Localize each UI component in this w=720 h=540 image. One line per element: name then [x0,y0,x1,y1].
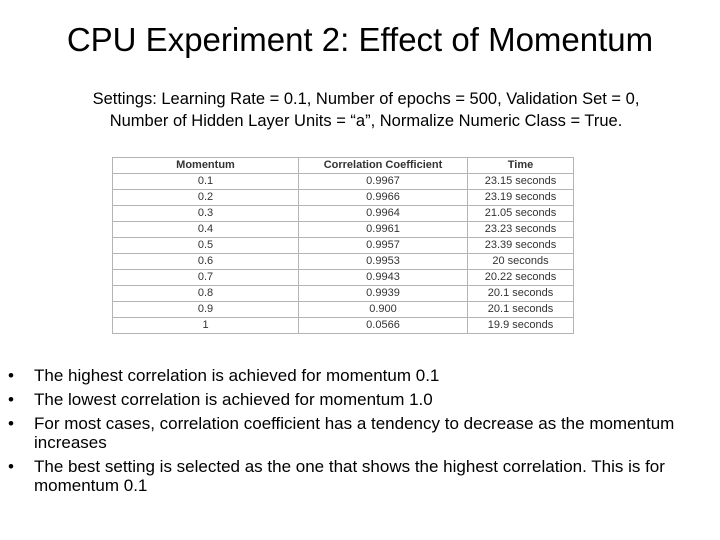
bullet-marker: • [8,414,14,433]
bullet-marker: • [8,457,14,476]
cell-momentum: 1 [112,317,299,334]
cell-time: 19.9 seconds [467,317,574,334]
cell-correlation: 0.9957 [298,237,468,254]
header-correlation: Correlation Coefficient [298,157,468,174]
cell-correlation: 0.9943 [298,269,468,286]
cell-correlation: 0.9939 [298,285,468,302]
bullet-item: • For most cases, correlation coefficien… [8,414,698,452]
table-header-row: Momentum Correlation Coefficient Time [112,157,574,174]
cell-time: 23.15 seconds [467,173,574,190]
bullet-item: • The best setting is selected as the on… [8,457,698,495]
cell-correlation: 0.9961 [298,221,468,238]
table-row: 0.4 0.9961 23.23 seconds [112,221,574,238]
cell-time: 23.19 seconds [467,189,574,206]
table-row: 0.1 0.9967 23.15 seconds [112,173,574,190]
slide-title: CPU Experiment 2: Effect of Momentum [66,21,654,58]
bullet-list: • The highest correlation is achieved fo… [8,366,698,500]
cell-momentum: 0.7 [112,269,299,286]
table-row: 0.6 0.9953 20 seconds [112,253,574,270]
table-row: 0.2 0.9966 23.19 seconds [112,189,574,206]
cell-correlation: 0.9964 [298,205,468,222]
cell-time: 20.22 seconds [467,269,574,286]
table-row: 0.3 0.9964 21.05 seconds [112,205,574,222]
settings-text: Settings: Learning Rate = 0.1, Number of… [0,88,720,132]
results-table: Momentum Correlation Coefficient Time 0.… [112,157,574,334]
cell-correlation: 0.9966 [298,189,468,206]
bullet-text: The highest correlation is achieved for … [34,366,440,385]
bullet-marker: • [8,366,14,385]
cell-momentum: 0.2 [112,189,299,206]
settings-line-1: Settings: Learning Rate = 0.1, Number of… [92,90,640,108]
cell-time: 21.05 seconds [467,205,574,222]
cell-correlation: 0.0566 [298,317,468,334]
bullet-item: • The lowest correlation is achieved for… [8,390,698,409]
cell-time: 20.1 seconds [467,285,574,302]
cell-correlation: 0.9953 [298,253,468,270]
cell-momentum: 0.1 [112,173,299,190]
bullet-item: • The highest correlation is achieved fo… [8,366,698,385]
cell-time: 20.1 seconds [467,301,574,318]
bullet-text: The lowest correlation is achieved for m… [34,390,433,409]
settings-line-2: Number of Hidden Layer Units = “a”, Norm… [109,112,623,130]
cell-momentum: 0.4 [112,221,299,238]
table-row: 0.9 0.900 20.1 seconds [112,301,574,318]
cell-momentum: 0.3 [112,205,299,222]
cell-correlation: 0.9967 [298,173,468,190]
bullet-text: The best setting is selected as the one … [34,457,665,495]
header-momentum: Momentum [112,157,299,174]
cell-time: 23.39 seconds [467,237,574,254]
cell-momentum: 0.8 [112,285,299,302]
cell-time: 23.23 seconds [467,221,574,238]
header-time: Time [467,157,574,174]
table-row: 0.7 0.9943 20.22 seconds [112,269,574,286]
table-row: 0.5 0.9957 23.39 seconds [112,237,574,254]
cell-momentum: 0.6 [112,253,299,270]
cell-correlation: 0.900 [298,301,468,318]
cell-time: 20 seconds [467,253,574,270]
bullet-text: For most cases, correlation coefficient … [34,414,675,452]
cell-momentum: 0.5 [112,237,299,254]
bullet-marker: • [8,390,14,409]
table-row: 0.8 0.9939 20.1 seconds [112,285,574,302]
cell-momentum: 0.9 [112,301,299,318]
table-row: 1 0.0566 19.9 seconds [112,317,574,334]
